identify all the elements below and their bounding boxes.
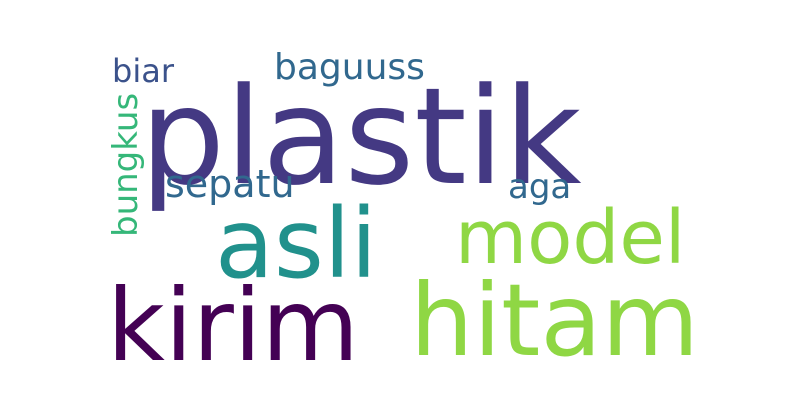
word-hitam: hitam — [410, 262, 699, 379]
word-aga: aga — [508, 167, 571, 207]
word-bungkus: bungkus — [106, 93, 146, 237]
word-model: model — [455, 195, 685, 281]
word-biar: biar — [112, 52, 175, 90]
word-sepatu: sepatu — [165, 162, 295, 206]
word-kirim: kirim — [107, 267, 359, 384]
word-plastik: plastik — [140, 59, 582, 215]
word-baguuss: baguuss — [274, 47, 425, 88]
word-asli: asli — [215, 188, 377, 300]
